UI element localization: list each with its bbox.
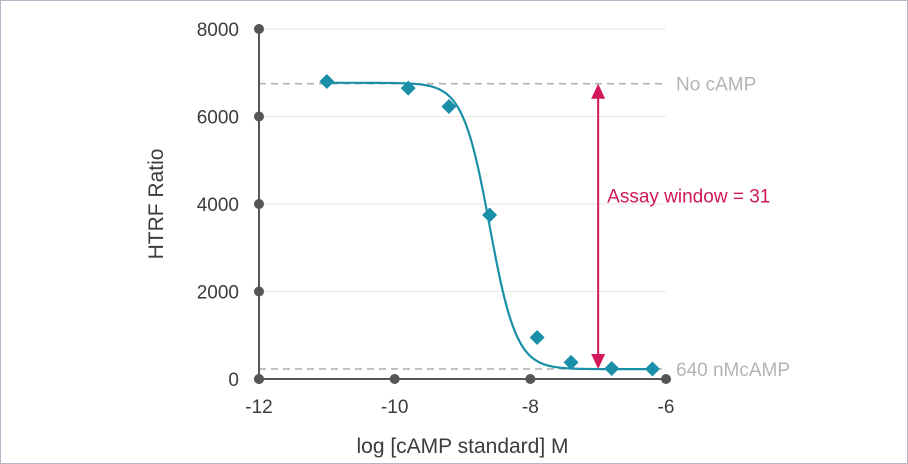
x-tick-dot <box>525 374 535 384</box>
arrow-head-down <box>591 354 605 369</box>
x-tick-label: -6 <box>658 397 675 418</box>
data-point <box>319 74 334 89</box>
data-point <box>482 207 497 222</box>
x-tick-label: -12 <box>245 397 272 418</box>
y-tick-dot <box>254 199 264 209</box>
x-tick-dot <box>390 374 400 384</box>
x-tick-dot <box>661 374 671 384</box>
y-tick-label: 6000 <box>197 108 239 129</box>
grid-lines <box>259 29 666 292</box>
data-point <box>604 361 619 376</box>
assay-window-annotation: Assay window = 31 <box>591 84 770 369</box>
data-point <box>530 330 545 345</box>
y-tick-label: 0 <box>228 370 239 391</box>
x-tick-label: -10 <box>381 397 408 418</box>
y-tick-label: 4000 <box>197 195 239 216</box>
y-tick-dot <box>254 287 264 297</box>
x-tick-label: -8 <box>522 397 539 418</box>
fit-curve <box>327 83 653 369</box>
y-tick-dot <box>254 24 264 34</box>
data-point <box>645 361 660 376</box>
reference-line-label: 640 nMcAMP <box>676 360 790 381</box>
reference-lines: No cAMP 640 nMcAMP <box>259 75 790 381</box>
y-axis-title: HTRF Ratio <box>145 149 168 260</box>
x-axis-title: log [cAMP standard] M <box>356 435 568 458</box>
y-tick-label: 2000 <box>197 283 239 304</box>
assay-window-label: Assay window = 31 <box>607 186 770 207</box>
arrow-head-up <box>591 84 605 99</box>
reference-line-label: No cAMP <box>676 75 756 96</box>
y-tick-label: 8000 <box>197 20 239 41</box>
x-tick-dot <box>254 374 264 384</box>
y-tick-dot <box>254 112 264 122</box>
